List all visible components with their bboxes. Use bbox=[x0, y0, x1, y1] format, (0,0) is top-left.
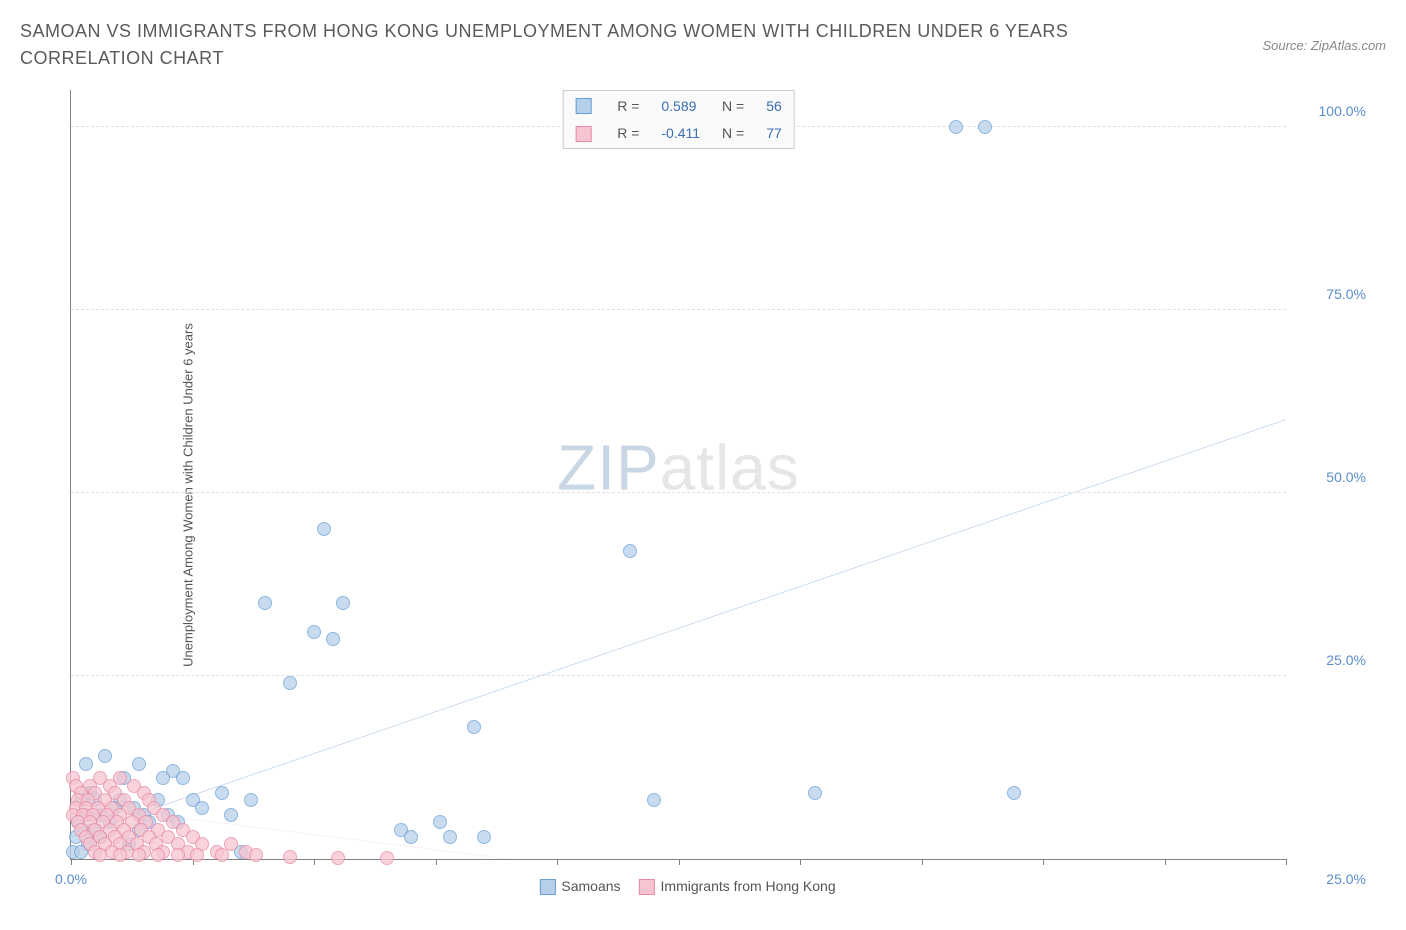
data-point bbox=[132, 757, 146, 771]
trend-line bbox=[71, 420, 1286, 837]
gridline bbox=[71, 675, 1286, 676]
x-tick bbox=[1043, 859, 1044, 865]
x-axis-max-label: 25.0% bbox=[1296, 871, 1366, 887]
data-point bbox=[132, 848, 146, 862]
y-tick-label: 25.0% bbox=[1296, 652, 1366, 668]
x-tick bbox=[679, 859, 680, 865]
y-tick-label: 75.0% bbox=[1296, 286, 1366, 302]
legend-stat-row: R =-0.411N =77 bbox=[565, 120, 792, 145]
data-point bbox=[93, 848, 107, 862]
data-point bbox=[171, 848, 185, 862]
data-point bbox=[215, 848, 229, 862]
data-point bbox=[336, 596, 350, 610]
chart-container: Unemployment Among Women with Children U… bbox=[20, 80, 1386, 910]
series-legend: Samoans Immigrants from Hong Kong bbox=[521, 878, 835, 895]
data-point bbox=[331, 851, 345, 865]
x-tick bbox=[922, 859, 923, 865]
data-point bbox=[224, 808, 238, 822]
data-point bbox=[258, 596, 272, 610]
legend-swatch bbox=[539, 879, 555, 895]
x-tick bbox=[1165, 859, 1166, 865]
x-tick bbox=[1286, 859, 1287, 865]
x-tick bbox=[314, 859, 315, 865]
data-point bbox=[380, 851, 394, 865]
correlation-stats-legend: R =0.589N =56R =-0.411N =77 bbox=[562, 90, 795, 149]
plot-area: ZIPatlas R =0.589N =56R =-0.411N =77 0.0… bbox=[70, 90, 1286, 860]
data-point bbox=[176, 771, 190, 785]
data-point bbox=[978, 120, 992, 134]
x-axis-min-label: 0.0% bbox=[55, 871, 87, 887]
data-point bbox=[283, 850, 297, 864]
trend-lines bbox=[71, 90, 1286, 859]
legend-series-label: Immigrants from Hong Kong bbox=[661, 878, 836, 894]
data-point bbox=[808, 786, 822, 800]
data-point bbox=[244, 793, 258, 807]
data-point bbox=[283, 676, 297, 690]
data-point bbox=[404, 830, 418, 844]
data-point bbox=[79, 757, 93, 771]
data-point bbox=[215, 786, 229, 800]
legend-stat-row: R =0.589N =56 bbox=[565, 93, 792, 118]
data-point bbox=[195, 801, 209, 815]
data-point bbox=[151, 848, 165, 862]
data-point bbox=[467, 720, 481, 734]
data-point bbox=[326, 632, 340, 646]
x-tick bbox=[800, 859, 801, 865]
chart-title: SAMOAN VS IMMIGRANTS FROM HONG KONG UNEM… bbox=[20, 18, 1120, 72]
source-attribution: Source: ZipAtlas.com bbox=[1262, 38, 1386, 53]
gridline bbox=[71, 309, 1286, 310]
gridline bbox=[71, 492, 1286, 493]
data-point bbox=[249, 848, 263, 862]
data-point bbox=[224, 837, 238, 851]
data-point bbox=[307, 625, 321, 639]
data-point bbox=[156, 771, 170, 785]
x-tick bbox=[557, 859, 558, 865]
data-point bbox=[443, 830, 457, 844]
watermark: ZIPatlas bbox=[557, 430, 800, 504]
data-point bbox=[477, 830, 491, 844]
data-point bbox=[113, 848, 127, 862]
data-point bbox=[433, 815, 447, 829]
data-point bbox=[190, 848, 204, 862]
data-point bbox=[647, 793, 661, 807]
x-tick bbox=[436, 859, 437, 865]
data-point bbox=[949, 120, 963, 134]
data-point bbox=[1007, 786, 1021, 800]
legend-swatch bbox=[639, 879, 655, 895]
data-point bbox=[98, 749, 112, 763]
data-point bbox=[317, 522, 331, 536]
data-point bbox=[623, 544, 637, 558]
y-tick-label: 50.0% bbox=[1296, 469, 1366, 485]
legend-series-label: Samoans bbox=[561, 878, 620, 894]
x-tick bbox=[71, 859, 72, 865]
y-tick-label: 100.0% bbox=[1296, 103, 1366, 119]
